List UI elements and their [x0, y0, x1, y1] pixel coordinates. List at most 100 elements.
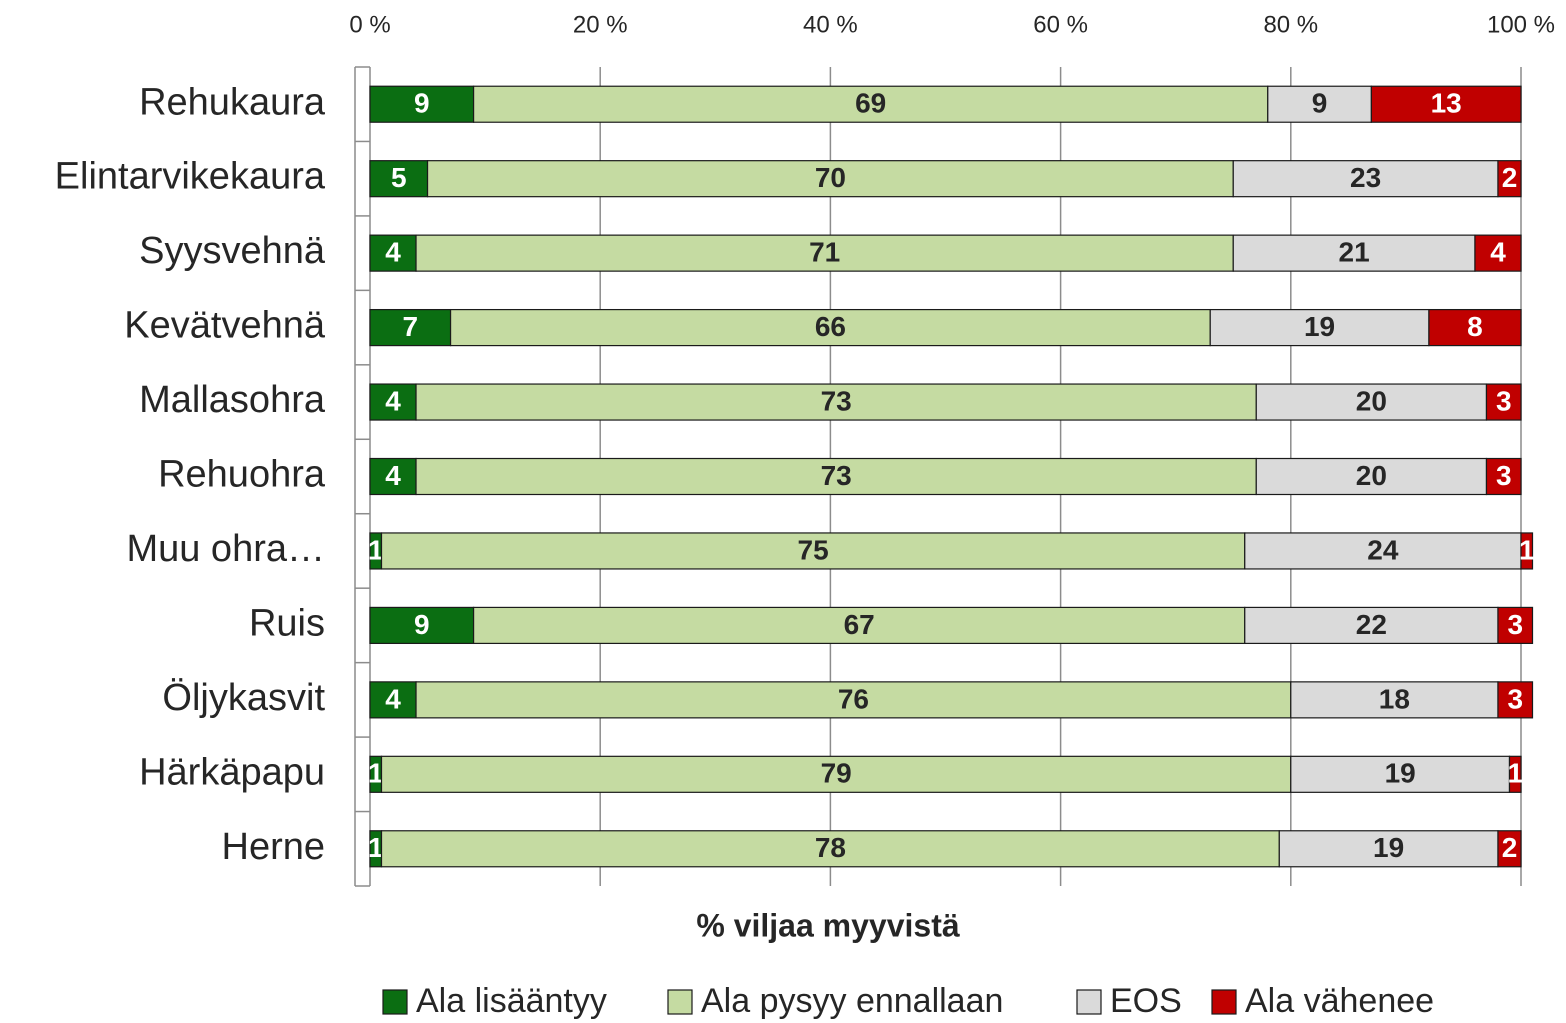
bar-segment: [1485, 383, 1522, 421]
data-label: 1: [368, 758, 384, 789]
bar-segment: [369, 457, 417, 496]
bar-segment: [415, 457, 1257, 496]
data-label: 7: [402, 311, 418, 342]
x-tick-label: 80 %: [1263, 11, 1318, 38]
legend-swatch: [667, 989, 693, 1015]
data-label: 3: [1507, 609, 1523, 640]
data-label: 79: [821, 758, 852, 789]
data-label: 4: [385, 683, 401, 714]
data-label: 4: [385, 237, 401, 268]
bar-segment: [369, 308, 452, 347]
bar-segment: [1520, 532, 1534, 570]
bar-segment: [1278, 830, 1499, 868]
data-label: 8: [1467, 311, 1483, 342]
data-label: 2: [1502, 162, 1518, 193]
legend-label: Ala vähenee: [1245, 982, 1434, 1020]
bar-segment: [1255, 457, 1488, 496]
data-label: 75: [798, 534, 829, 565]
bar-segment: [449, 308, 1211, 347]
bar-segment: [1370, 85, 1522, 123]
y-tick-label: Kevätvehnä: [124, 305, 326, 347]
y-tick-label: Härkäpapu: [139, 751, 325, 793]
data-label: 1: [1519, 534, 1535, 565]
data-label: 67: [844, 609, 875, 640]
data-label: 69: [855, 88, 886, 119]
data-label: 9: [1312, 88, 1328, 119]
data-label: 22: [1356, 609, 1387, 640]
bar-segment: [1497, 160, 1522, 198]
legend-swatch: [1211, 989, 1237, 1015]
data-label: 4: [385, 460, 401, 491]
data-label: 19: [1304, 311, 1335, 342]
bar-segment: [1290, 755, 1511, 793]
data-label: 1: [368, 832, 384, 863]
bar-segment: [380, 532, 1246, 570]
bar-segment: [369, 234, 417, 272]
bar-segment: [1267, 85, 1372, 123]
bar-segment: [1232, 160, 1499, 198]
bar-segment: [426, 160, 1234, 198]
bar-segment: [1485, 457, 1522, 496]
data-label: 9: [414, 609, 430, 640]
legend-label: Ala lisääntyy: [416, 982, 607, 1020]
data-label: 18: [1379, 683, 1410, 714]
data-label: 1: [1507, 758, 1523, 789]
bar-segment: [1244, 606, 1499, 645]
x-tick-label: 0 %: [349, 11, 390, 38]
data-label: 21: [1339, 237, 1370, 268]
data-label: 78: [815, 832, 846, 863]
x-tick-label: 100 %: [1487, 11, 1555, 38]
data-label: 73: [821, 460, 852, 491]
bar-segment: [1497, 681, 1534, 719]
data-label: 70: [815, 162, 846, 193]
data-label: 1: [368, 534, 384, 565]
data-label: 13: [1431, 88, 1462, 119]
legend-label: EOS: [1110, 982, 1182, 1020]
y-tick-label: Elintarvikekaura: [55, 156, 326, 198]
bar-segment: [369, 681, 417, 719]
y-tick-label: Syysvehnä: [139, 230, 326, 272]
bar-segment: [1290, 681, 1499, 719]
bar-segment: [472, 85, 1269, 123]
data-label: 71: [809, 237, 840, 268]
data-label: 9: [414, 88, 430, 119]
bar-segment: [369, 160, 429, 198]
x-tick-label: 20 %: [573, 11, 628, 38]
legend-swatch: [1076, 989, 1102, 1015]
data-label: 24: [1367, 534, 1399, 565]
bar-segment: [369, 606, 475, 645]
bar-segment: [369, 85, 475, 123]
bar-segment: [415, 681, 1292, 719]
y-tick-label: Rehukaura: [139, 81, 326, 123]
y-tick-label: Mallasohra: [139, 379, 326, 421]
y-tick-label: Öljykasvit: [162, 677, 325, 719]
legend-label: Ala pysyy ennallaan: [701, 982, 1003, 1020]
bar-segment: [1244, 532, 1522, 570]
x-axis-title: % viljaa myyvistä: [696, 907, 959, 943]
data-label: 3: [1496, 460, 1512, 491]
data-label: 3: [1496, 385, 1512, 416]
y-tick-label: Muu ohra…: [126, 528, 325, 570]
data-label: 2: [1502, 832, 1518, 863]
x-tick-label: 60 %: [1033, 11, 1088, 38]
data-label: 5: [391, 162, 407, 193]
data-label: 19: [1373, 832, 1404, 863]
x-tick-label: 40 %: [803, 11, 858, 38]
y-tick-label: Herne: [222, 826, 326, 868]
data-label: 23: [1350, 162, 1381, 193]
legend-swatch: [382, 989, 408, 1015]
bar-segment: [472, 606, 1246, 645]
data-label: 76: [838, 683, 869, 714]
data-label: 20: [1356, 460, 1387, 491]
bar-segment: [1255, 383, 1488, 421]
data-label: 20: [1356, 385, 1387, 416]
bar-segment: [1232, 234, 1476, 272]
y-tick-label: Ruis: [249, 602, 325, 644]
bar-segment: [1497, 606, 1534, 645]
data-label: 19: [1385, 758, 1416, 789]
y-tick-label: Rehuohra: [158, 454, 326, 496]
bar-segment: [1209, 308, 1430, 347]
data-label: 4: [385, 385, 401, 416]
bar-segment: [380, 755, 1292, 793]
data-label: 3: [1507, 683, 1523, 714]
